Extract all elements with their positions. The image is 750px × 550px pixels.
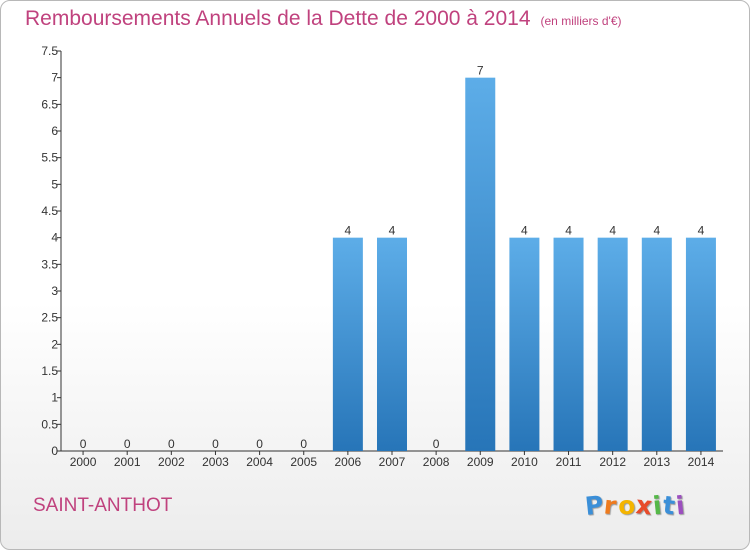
y-tick-label: 2.5 (41, 311, 58, 325)
bar (553, 237, 584, 451)
x-tick-label: 2009 (467, 455, 494, 469)
y-tick-label: 6.5 (41, 97, 58, 111)
brand-logo: Proxiti (584, 490, 687, 521)
bar-value-label: 4 (521, 224, 528, 238)
bar (597, 237, 628, 451)
bar-value-label: 4 (565, 224, 572, 238)
x-tick-label: 2010 (511, 455, 538, 469)
bar (509, 237, 540, 451)
bar-value-label: 0 (433, 437, 440, 451)
y-tick-label: 1.5 (41, 364, 58, 378)
bar-value-label: 0 (80, 437, 87, 451)
bar-value-label: 0 (212, 437, 219, 451)
bar-value-label: 7 (477, 64, 484, 78)
y-tick-label: 0 (51, 444, 58, 458)
y-tick-label: 4.5 (41, 204, 58, 218)
chart-title: Remboursements Annuels de la Dette de 20… (25, 7, 622, 31)
x-tick-label: 2011 (556, 455, 582, 469)
chart-title-text: Remboursements Annuels de la Dette de 20… (25, 7, 531, 30)
bar-value-label: 0 (124, 437, 131, 451)
brand-letter: i (674, 490, 687, 521)
y-tick-label: 6 (51, 124, 58, 138)
x-tick-label: 2003 (202, 455, 229, 469)
location-name: SAINT-ANTHOT (33, 495, 173, 516)
x-tick-label: 2014 (688, 455, 715, 469)
y-tick-label: 2 (51, 337, 58, 351)
y-tick-label: 5.5 (41, 151, 58, 165)
y-tick-label: 1 (51, 391, 58, 405)
chart-subtitle: (en milliers d'€) (540, 14, 622, 28)
y-tick-label: 3 (51, 284, 58, 298)
x-tick-label: 2005 (290, 455, 317, 469)
y-tick-label: 7 (51, 71, 58, 85)
x-tick-label: 2000 (70, 455, 97, 469)
x-tick-label: 2006 (335, 455, 362, 469)
y-tick-label: 7.5 (41, 44, 58, 58)
bar-value-label: 4 (698, 224, 705, 238)
x-tick-label: 2001 (114, 455, 141, 469)
bar-value-label: 4 (609, 224, 616, 238)
y-tick-label: 3.5 (41, 257, 58, 271)
bar-value-label: 0 (256, 437, 263, 451)
bar (465, 77, 496, 452)
bar (641, 237, 672, 451)
y-tick-label: 0.5 (41, 417, 58, 431)
x-tick-label: 2012 (599, 455, 626, 469)
bar (332, 237, 363, 451)
y-tick-label: 5 (51, 177, 58, 191)
bar-value-label: 4 (389, 224, 396, 238)
y-tick-label: 4 (51, 231, 58, 245)
x-tick-label: 2002 (158, 455, 185, 469)
bar-value-label: 0 (300, 437, 307, 451)
x-tick-label: 2013 (643, 455, 670, 469)
x-tick-label: 2007 (379, 455, 406, 469)
bar-value-label: 0 (168, 437, 175, 451)
x-tick-label: 2004 (246, 455, 273, 469)
bar-value-label: 4 (345, 224, 352, 238)
bar-value-label: 4 (653, 224, 660, 238)
bar (377, 237, 407, 451)
bar (685, 237, 716, 451)
x-tick-label: 2008 (423, 455, 450, 469)
